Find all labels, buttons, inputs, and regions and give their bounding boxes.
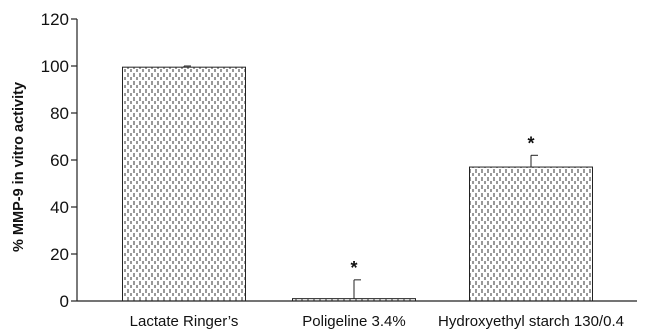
category-label: Poligeline 3.4%: [302, 313, 405, 329]
y-tick-label: 20: [50, 245, 69, 264]
category-label: Hydroxyethyl starch 130/0.4: [438, 313, 624, 329]
y-tick-label: 60: [50, 151, 69, 170]
bars: **: [122, 65, 593, 302]
significance-marker: *: [350, 258, 357, 278]
bar: [122, 66, 246, 302]
y-tick-label: 80: [50, 104, 69, 123]
y-axis-label: % MMP-9 in vitro activity: [11, 82, 27, 252]
y-axis-ticks: 0 20 40 60 80 100 120: [41, 10, 77, 311]
y-tick-label: 120: [41, 10, 69, 29]
y-tick-label: 0: [60, 292, 69, 311]
y-tick-label: 40: [50, 198, 69, 217]
y-tick-label: 100: [41, 57, 69, 76]
bar: [469, 166, 593, 302]
category-label: Lactate Ringer’s: [130, 313, 239, 329]
category-labels: Lactate Ringer’s Poligeline 3.4% Hydroxyet…: [130, 313, 624, 329]
significance-marker: *: [527, 133, 534, 153]
